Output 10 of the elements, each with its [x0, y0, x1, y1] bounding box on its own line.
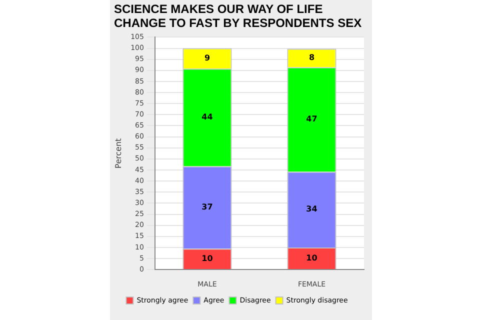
data-label: 8: [308, 53, 315, 62]
data-label: 10: [202, 254, 214, 263]
data-label: 37: [202, 202, 213, 212]
data-label: 47: [306, 114, 318, 124]
y-axis-title: Percent: [114, 138, 123, 168]
data-label: 9: [204, 54, 210, 63]
chart-title: SCIENCE MAKES OUR WAY OF LIFE CHANGE TO FAST BY RESPONDENTS SEX: [113, 1, 363, 30]
data-label: 34: [306, 204, 318, 214]
data-label: 10: [306, 253, 318, 262]
data-label: 44: [202, 112, 214, 122]
